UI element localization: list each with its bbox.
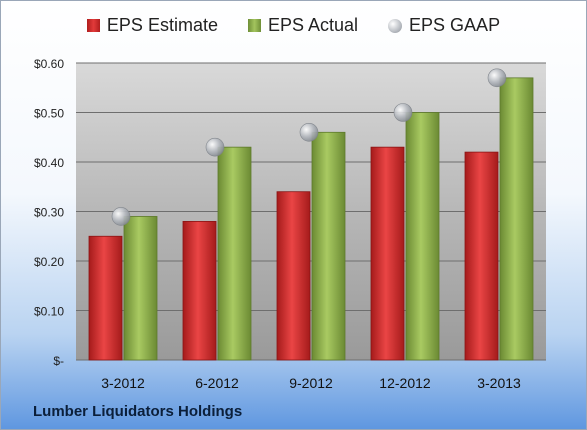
chart-legend: EPS Estimate EPS Actual EPS GAAP <box>1 15 586 36</box>
y-tick-label: $0.60 <box>34 57 64 71</box>
bar-eps-actual <box>311 131 346 361</box>
bar-eps-actual <box>123 216 158 361</box>
bar-eps-estimate <box>182 220 217 361</box>
legend-item-eps-actual: EPS Actual <box>247 15 359 36</box>
legend-item-eps-estimate: EPS Estimate <box>86 15 218 36</box>
y-tick-label: $0.40 <box>34 156 64 170</box>
y-tick-label: $0.50 <box>34 107 64 121</box>
legend-item-eps-gaap: EPS GAAP <box>388 15 500 36</box>
gaap-markers <box>111 68 507 226</box>
marker-eps-gaap <box>299 123 319 142</box>
x-tick-label: 3-2012 <box>101 375 145 391</box>
bar-eps-estimate <box>276 191 311 361</box>
x-tick-label: 9-2012 <box>289 375 333 391</box>
legend-label-eps-actual: EPS Actual <box>267 15 359 35</box>
bar-eps-actual <box>405 112 440 361</box>
marker-eps-gaap <box>393 103 413 122</box>
legend-swatch-eps-actual <box>247 19 261 32</box>
y-tick-label: $0.10 <box>34 305 64 319</box>
x-tick-label: 12-2012 <box>379 375 431 391</box>
y-tick-label: $0.20 <box>34 255 64 269</box>
marker-eps-gaap <box>205 137 225 157</box>
bar-eps-estimate <box>464 151 499 361</box>
y-tick-label: $0.30 <box>34 206 64 220</box>
x-tick-label: 3-2013 <box>477 375 521 391</box>
marker-eps-gaap <box>111 207 131 226</box>
legend-label-eps-estimate: EPS Estimate <box>106 15 218 35</box>
y-tick-label: $- <box>53 354 64 368</box>
company-name: Lumber Liquidators Holdings <box>33 403 243 420</box>
bar-eps-estimate <box>370 146 405 361</box>
legend-label-eps-gaap: EPS GAAP <box>409 15 501 35</box>
bar-eps-actual <box>499 77 534 361</box>
y-axis: $- $0.10 $0.20 $0.30 $0.40 $0.50 $0.60 <box>34 57 64 368</box>
legend-swatch-eps-estimate <box>86 19 100 32</box>
bar-eps-actual <box>217 146 252 361</box>
x-axis: 3-2012 6-2012 9-2012 12-2012 3-2013 <box>101 375 521 391</box>
legend-swatch-eps-gaap <box>388 18 403 33</box>
marker-eps-gaap <box>487 68 507 88</box>
bar-eps-estimate <box>88 235 123 361</box>
bars <box>88 77 534 361</box>
x-tick-label: 6-2012 <box>195 375 239 391</box>
